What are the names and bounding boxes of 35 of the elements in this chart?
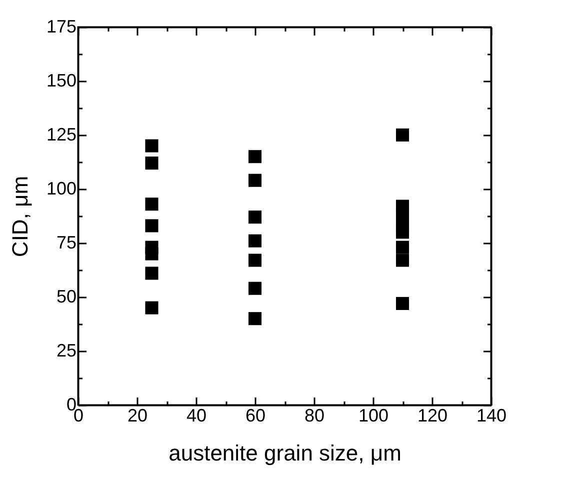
point [248, 174, 262, 187]
y-tick-label: 25 [56, 340, 76, 360]
point [396, 128, 410, 142]
point [145, 219, 158, 232]
x-tick-label: 20 [127, 406, 148, 426]
y-tick-label: 125 [46, 124, 76, 144]
x-axis-title: austenite grain size, μm [168, 440, 402, 466]
x-tick-label: 100 [358, 406, 389, 426]
y-tick-label: 50 [56, 286, 76, 306]
x-tick-label: 60 [245, 406, 266, 426]
x-tick-label: 40 [186, 406, 207, 426]
x-tick-label: 140 [476, 406, 507, 426]
point [248, 254, 262, 267]
point [396, 296, 410, 310]
x-tick-label: 80 [304, 406, 325, 426]
point [145, 139, 158, 152]
point [248, 210, 262, 224]
point [248, 150, 262, 164]
point [248, 312, 262, 326]
point [396, 240, 410, 254]
y-tick-label: 175 [46, 16, 76, 36]
x-tick-label: 120 [417, 406, 448, 426]
y-axis-title: CID, μm [7, 176, 32, 258]
point [145, 247, 158, 260]
point [145, 156, 158, 170]
y-tick-label: 75 [56, 232, 76, 252]
y-tick-label: 150 [46, 70, 76, 90]
point [145, 266, 158, 280]
point [145, 198, 158, 211]
point [248, 282, 262, 295]
y-tick-label: 100 [46, 178, 76, 198]
point [248, 234, 262, 248]
point [396, 254, 410, 267]
point [396, 226, 410, 239]
point [145, 301, 158, 314]
